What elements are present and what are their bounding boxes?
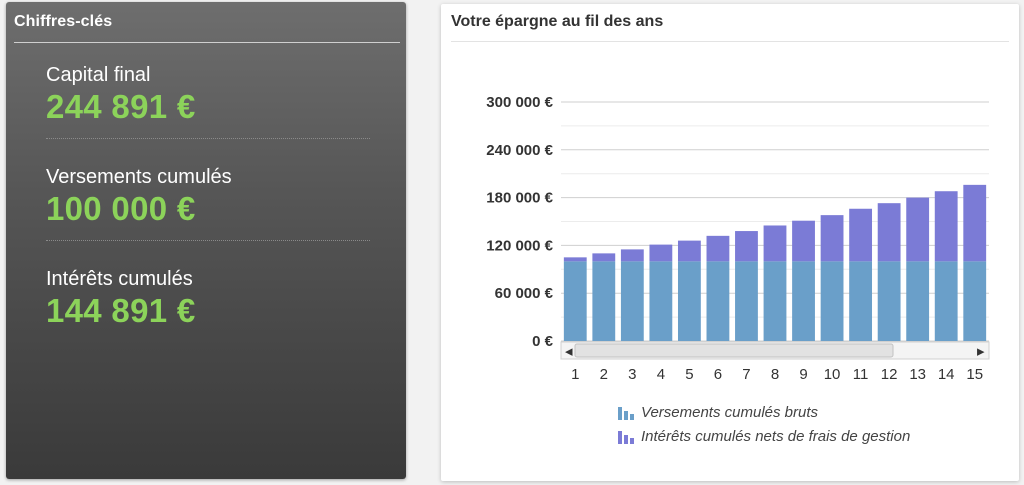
key-figures-title: Chiffres-clés xyxy=(14,13,113,30)
bar-versements xyxy=(906,261,930,341)
x-tick-label: 13 xyxy=(909,366,926,383)
kpi-interets-cumules: Intérêts cumulés 144 891 € xyxy=(46,268,370,330)
bar-interets xyxy=(735,231,758,262)
x-axis-ticks: 1 2 3 4 5 6 7 8 9 10 11 12 13 14 15 xyxy=(571,366,983,383)
x-tick-label: 15 xyxy=(966,366,983,383)
x-tick-label: 11 xyxy=(853,366,869,383)
scroll-right-arrow: ▸ xyxy=(977,343,985,360)
savings-chart: 0 € 60 000 € 120 000 € 180 000 € 240 000 € 30… xyxy=(486,94,990,383)
bar-interets xyxy=(849,208,873,262)
y-tick-label: 300 000 € xyxy=(486,94,553,111)
savings-chart-card: Votre épargne au fil des ans 0 € 60 000 €… xyxy=(441,4,1019,481)
kpi-value: 144 891 € xyxy=(46,292,196,329)
bar-versements xyxy=(792,261,815,341)
x-tick-label: 3 xyxy=(628,366,636,383)
chart-bars xyxy=(563,184,987,341)
key-figures-title-divider xyxy=(14,42,400,43)
bar-versements xyxy=(735,261,758,341)
y-tick-label: 180 000 € xyxy=(486,190,553,207)
bar-interets xyxy=(563,257,587,262)
kpi-divider xyxy=(46,240,370,241)
scrollbar-thumb xyxy=(574,343,894,358)
kpi-divider xyxy=(46,138,370,139)
bar-chart-icon xyxy=(618,431,634,444)
bar-interets xyxy=(763,225,787,262)
bar-interets xyxy=(592,253,616,262)
kpi-value: 244 891 € xyxy=(46,88,196,125)
bar-versements xyxy=(763,261,787,341)
x-tick-label: 7 xyxy=(742,366,750,383)
bar-interets xyxy=(620,249,644,262)
scroll-left-arrow: ◂ xyxy=(565,343,573,360)
key-figures-panel: Chiffres-clés Capital final 244 891 € Ve… xyxy=(6,2,406,479)
x-tick-label: 1 xyxy=(571,366,579,383)
legend-item-versements[interactable]: Versements cumulés bruts xyxy=(617,400,910,424)
kpi-label: Versements cumulés xyxy=(46,166,232,188)
chart-title-divider xyxy=(451,41,1009,42)
bar-interets xyxy=(706,235,730,262)
x-tick-label: 5 xyxy=(685,366,693,383)
legend-item-interets[interactable]: Intérêts cumulés nets de frais de gestio… xyxy=(617,424,910,448)
bar-versements xyxy=(934,261,958,341)
y-tick-label: 0 € xyxy=(532,333,554,350)
x-tick-label: 6 xyxy=(714,366,722,383)
kpi-versements-cumules: Versements cumulés 100 000 € xyxy=(46,166,370,228)
bar-versements xyxy=(820,261,844,341)
kpi-value: 100 000 € xyxy=(46,190,196,227)
bar-versements xyxy=(706,261,730,341)
x-tick-label: 2 xyxy=(600,366,608,383)
x-tick-label: 12 xyxy=(881,366,898,383)
bar-interets xyxy=(877,203,901,262)
bar-interets xyxy=(906,197,930,262)
y-axis-ticks: 0 € 60 000 € 120 000 € 180 000 € 240 000 € 30… xyxy=(486,94,553,350)
y-tick-label: 120 000 € xyxy=(486,237,553,254)
legend-label: Versements cumulés bruts xyxy=(641,403,819,421)
bar-chart-icon xyxy=(618,407,634,420)
bar-interets xyxy=(677,240,701,262)
chart-legend: Versements cumulés bruts Intérêts cumulé… xyxy=(617,400,910,448)
bar-versements xyxy=(563,261,587,341)
y-tick-label: 60 000 € xyxy=(495,285,554,302)
chart-title: Votre épargne au fil des ans xyxy=(451,13,664,30)
bar-interets xyxy=(934,191,958,262)
bar-versements xyxy=(592,261,616,341)
y-tick-label: 240 000 € xyxy=(486,142,553,159)
bar-versements xyxy=(877,261,901,341)
bar-interets xyxy=(649,244,673,262)
x-tick-label: 9 xyxy=(799,366,807,383)
bar-interets xyxy=(792,220,815,262)
x-tick-label: 8 xyxy=(771,366,779,383)
bar-versements xyxy=(849,261,873,341)
chart-scrollbar[interactable]: ◂ ▸ xyxy=(560,341,990,360)
x-tick-label: 4 xyxy=(657,366,665,383)
bar-versements xyxy=(649,261,673,341)
bar-versements xyxy=(963,261,987,341)
bar-versements xyxy=(620,261,644,341)
kpi-label: Capital final xyxy=(46,64,151,86)
bar-versements xyxy=(677,261,701,341)
x-tick-label: 10 xyxy=(824,366,841,383)
bar-interets xyxy=(963,184,987,262)
bar-interets xyxy=(820,215,844,262)
x-tick-label: 14 xyxy=(938,366,955,383)
kpi-capital-final: Capital final 244 891 € xyxy=(46,64,370,126)
legend-label: Intérêts cumulés nets de frais de gestio… xyxy=(641,427,911,445)
kpi-label: Intérêts cumulés xyxy=(46,268,193,290)
